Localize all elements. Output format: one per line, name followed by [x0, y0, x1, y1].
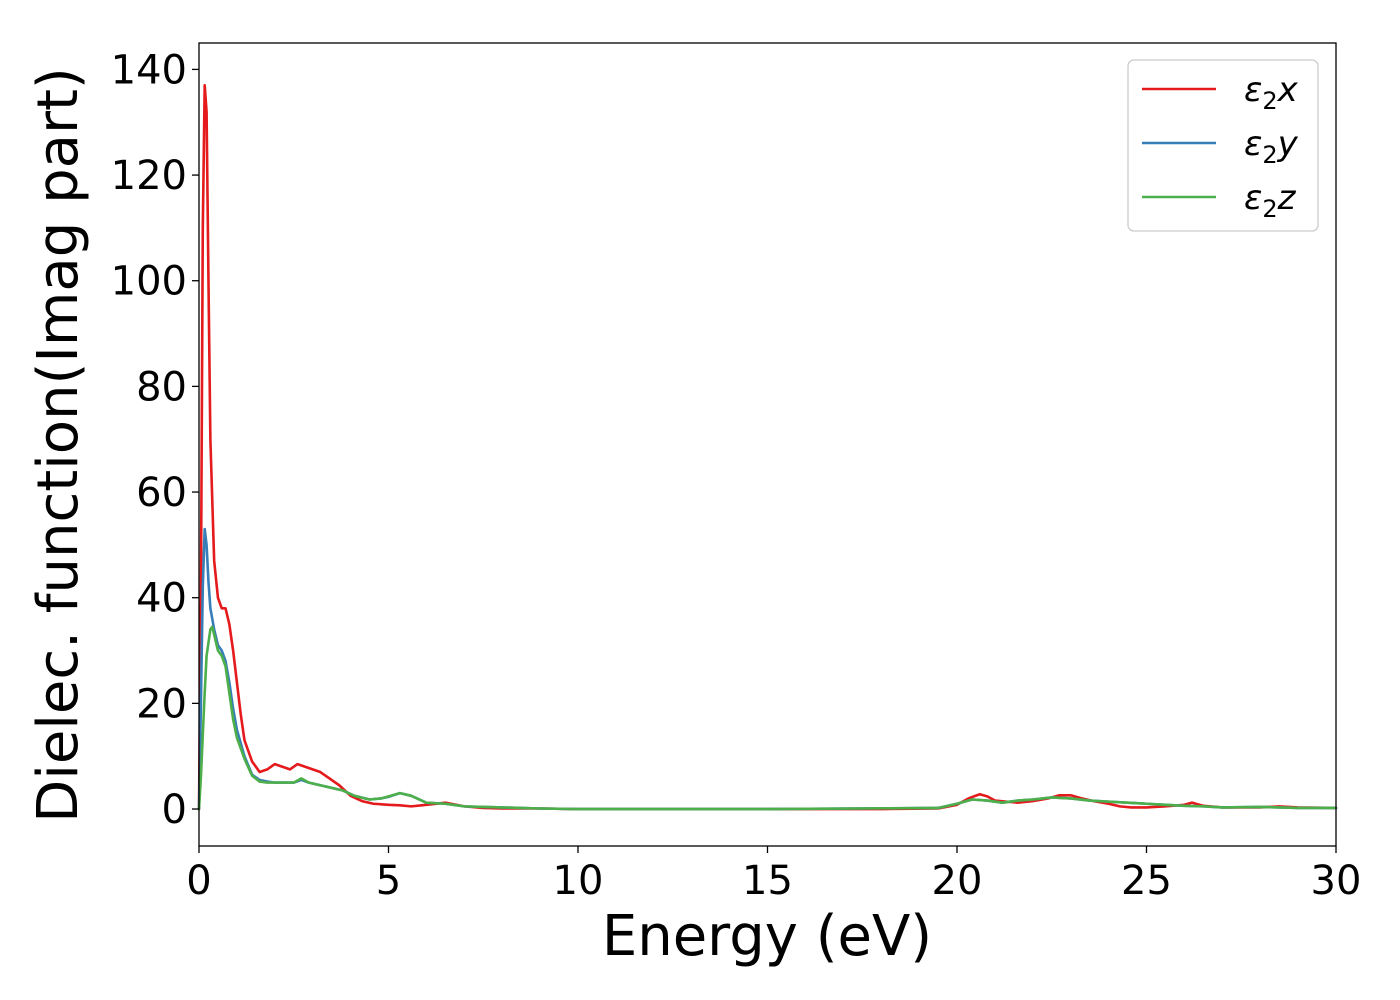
- legend-label-1: ε2x: [1244, 70, 1299, 115]
- y-tick-label: 0: [162, 787, 187, 833]
- series-line-2: [197, 527, 1338, 811]
- x-tick-label: 10: [553, 858, 604, 904]
- y-tick-label: 80: [136, 364, 187, 410]
- y-tick-label: 40: [136, 576, 187, 622]
- y-axis-title: Dielec. function(Imag part): [26, 67, 91, 823]
- legend: ε2x ε2y ε2z: [1127, 59, 1319, 232]
- x-tick-label: 20: [932, 858, 983, 904]
- x-tick-label: 25: [1121, 858, 1172, 904]
- y-tick-label: 60: [136, 470, 187, 516]
- x-axis: 0 5 10 15 20 25 30: [186, 846, 1361, 904]
- legend-box: [1127, 59, 1319, 232]
- y-tick-label: 100: [111, 259, 187, 305]
- series-layer: [197, 83, 1338, 811]
- legend-label-2: ε2y: [1244, 124, 1299, 169]
- legend-label-3: ε2z: [1244, 178, 1297, 223]
- series-line-3: [197, 625, 1338, 811]
- y-tick-label: 140: [111, 47, 187, 93]
- y-tick-label: 20: [136, 681, 187, 727]
- x-tick-label: 0: [186, 858, 211, 904]
- x-tick-label: 30: [1311, 858, 1362, 904]
- y-tick-label: 120: [111, 153, 187, 199]
- y-axis: 0 20 40 60 80 100 120 140: [111, 47, 199, 833]
- x-axis-title: Energy (eV): [602, 904, 932, 969]
- x-tick-label: 5: [376, 858, 401, 904]
- x-tick-label: 15: [742, 858, 793, 904]
